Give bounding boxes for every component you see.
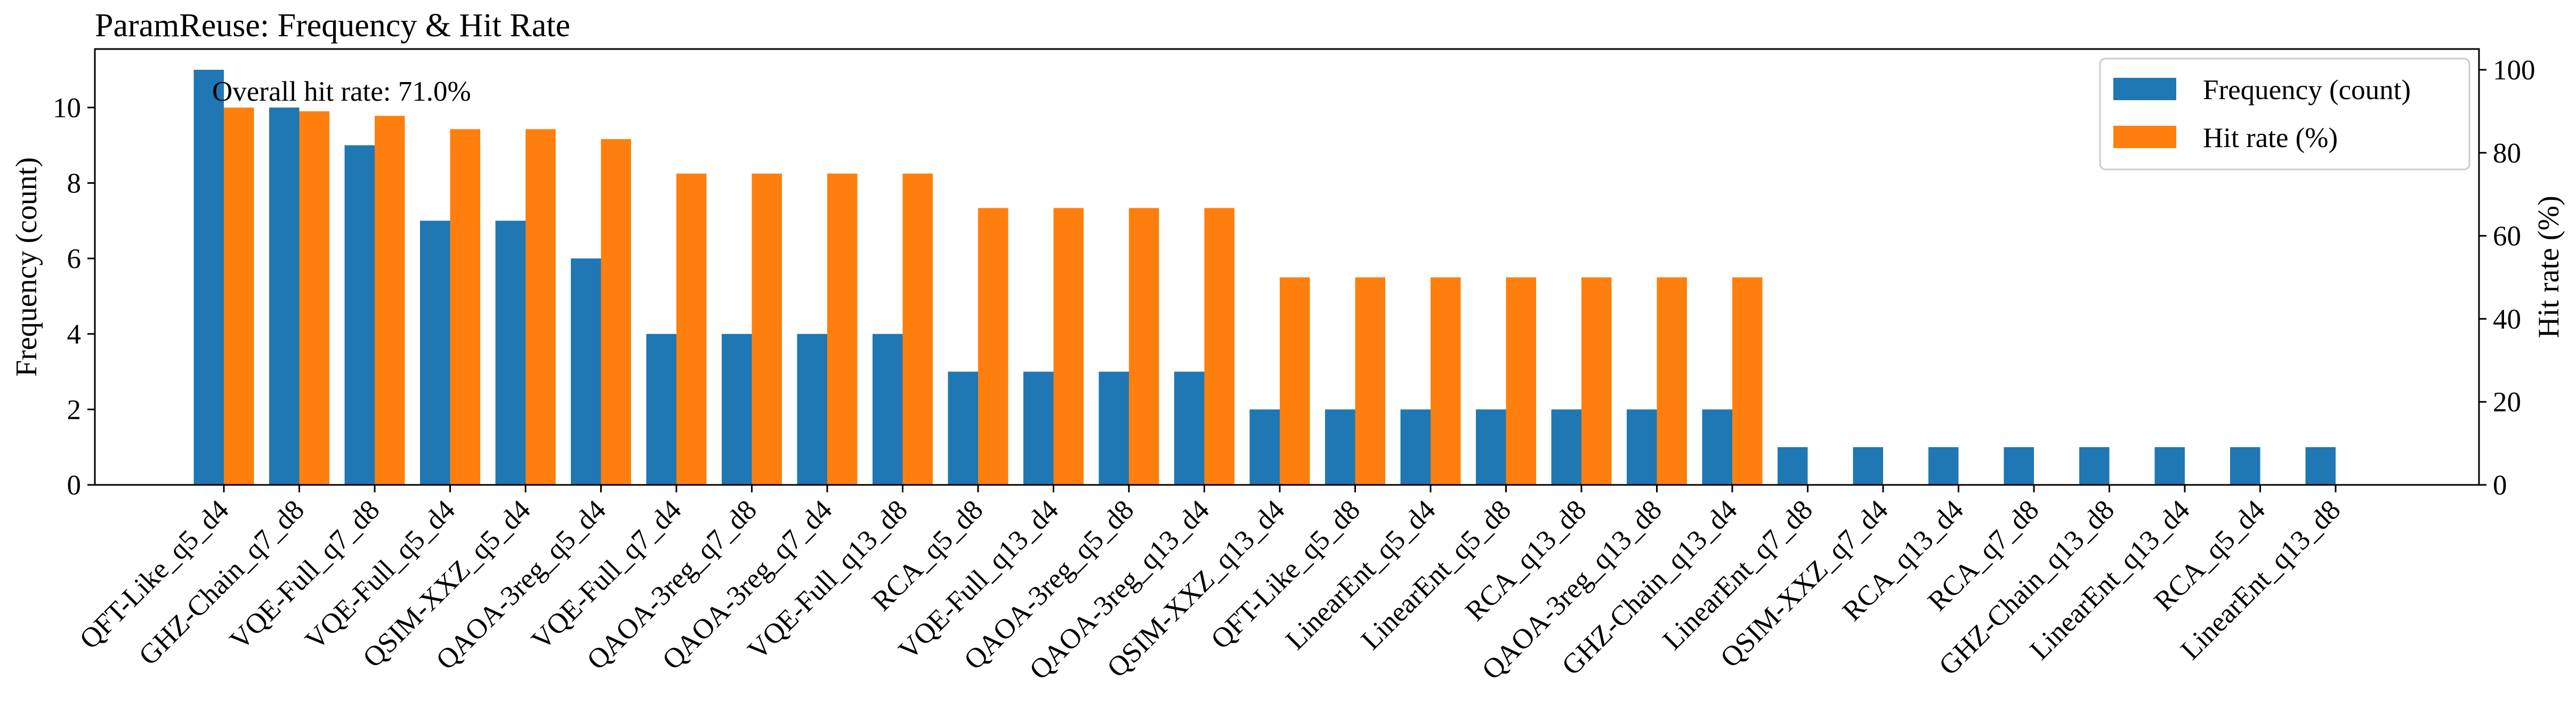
chart-title: ParamReuse: Frequency & Hit Rate <box>95 7 570 44</box>
bar-frequency-16 <box>1400 409 1431 485</box>
bar-hit-rate-7 <box>752 173 782 485</box>
bar-frequency-11 <box>1023 371 1054 485</box>
y2-tick-label-2: 40 <box>2493 304 2521 335</box>
y-tick-label-0: 0 <box>67 470 82 501</box>
bar-frequency-4 <box>495 221 526 485</box>
y-tick-label-2: 4 <box>67 319 82 350</box>
y2-tick-label-5: 100 <box>2493 55 2535 86</box>
bar-hit-rate-0 <box>224 107 254 485</box>
right-axis: 0 20 40 60 80 100 <box>2479 55 2535 501</box>
bar-hit-rate-19 <box>1657 277 1687 485</box>
bar-hit-rate-18 <box>1581 277 1612 485</box>
bar-hit-rate-15 <box>1355 277 1385 485</box>
y-tick-label-5: 10 <box>53 93 81 124</box>
bar-frequency-8 <box>797 334 827 485</box>
bar-hit-rate-1 <box>299 111 329 485</box>
bar-frequency-21 <box>1778 447 1808 485</box>
bar-frequency-12 <box>1099 371 1129 485</box>
y-axis-label: Frequency (count) <box>10 157 43 377</box>
bar-frequency-22 <box>1853 447 1883 485</box>
left-axis: 0 2 4 6 8 10 <box>53 93 95 501</box>
legend-label-frequency: Frequency (count) <box>2203 75 2411 106</box>
bar-frequency-18 <box>1551 409 1581 485</box>
bar-frequency-27 <box>2230 447 2260 485</box>
y-tick-label-1: 2 <box>67 394 82 425</box>
y2-tick-label-1: 20 <box>2493 387 2521 418</box>
bar-frequency-17 <box>1476 409 1506 485</box>
bar-frequency-10 <box>948 371 978 485</box>
legend-swatch-frequency <box>2113 78 2176 100</box>
y2-tick-label-0: 0 <box>2493 470 2507 501</box>
bar-hit-rate-20 <box>1732 277 1763 485</box>
bar-hit-rate-5 <box>601 139 631 485</box>
bar-frequency-26 <box>2154 447 2185 485</box>
bars-layer <box>193 69 2336 485</box>
bar-hit-rate-10 <box>978 208 1008 485</box>
plot-frame <box>94 48 2480 486</box>
legend-box <box>2099 58 2470 171</box>
legend-swatch-hit-rate <box>2113 126 2176 148</box>
bar-frequency-14 <box>1249 409 1280 485</box>
bar-hit-rate-8 <box>827 173 858 485</box>
bar-frequency-0 <box>193 69 224 485</box>
bar-hit-rate-13 <box>1204 208 1234 485</box>
y2-axis-label: Hit rate (%) <box>2532 196 2565 338</box>
bar-frequency-15 <box>1325 409 1355 485</box>
bar-hit-rate-12 <box>1129 208 1159 485</box>
bar-frequency-5 <box>571 258 601 485</box>
bar-frequency-24 <box>2004 447 2034 485</box>
bar-frequency-19 <box>1627 409 1657 485</box>
bar-hit-rate-9 <box>902 173 933 485</box>
bar-frequency-23 <box>1928 447 1959 485</box>
x-axis: QFT-Like_q5_d4GHZ-Chain_q7_d8VQE-Full_q7… <box>74 485 2346 686</box>
bar-hit-rate-14 <box>1280 277 1310 485</box>
bar-frequency-13 <box>1174 371 1205 485</box>
overall-hit-rate-annotation: Overall hit rate: 71.0% <box>212 76 471 107</box>
bar-frequency-3 <box>420 221 450 485</box>
bar-frequency-28 <box>2305 447 2336 485</box>
bar-frequency-6 <box>646 334 676 485</box>
bar-hit-rate-3 <box>450 129 480 485</box>
bar-frequency-1 <box>269 107 300 485</box>
bar-frequency-9 <box>873 334 903 485</box>
bar-hit-rate-4 <box>526 129 556 485</box>
bar-frequency-7 <box>722 334 752 485</box>
bar-hit-rate-11 <box>1053 208 1084 485</box>
y-tick-label-4: 8 <box>67 168 82 199</box>
bar-hit-rate-16 <box>1431 277 1461 485</box>
bar-frequency-20 <box>1702 409 1732 485</box>
y2-tick-label-4: 80 <box>2493 138 2521 169</box>
bar-frequency-2 <box>344 145 375 485</box>
legend-label-hit-rate: Hit rate (%) <box>2203 123 2338 153</box>
y2-tick-label-3: 60 <box>2493 221 2521 252</box>
bar-frequency-25 <box>2079 447 2110 485</box>
y-tick-label-3: 6 <box>67 244 82 274</box>
bar-hit-rate-2 <box>375 116 405 485</box>
legend: Frequency (count) Hit rate (%) <box>2099 58 2470 171</box>
bar-hit-rate-6 <box>676 173 707 485</box>
bar-hit-rate-17 <box>1506 277 1536 485</box>
